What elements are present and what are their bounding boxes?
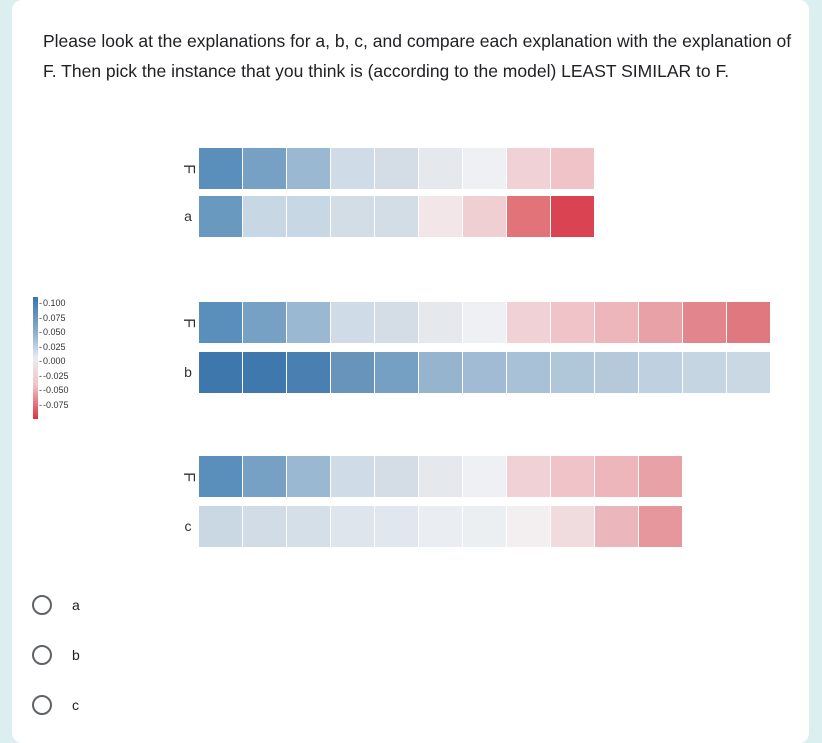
heatmap-cell <box>331 456 374 497</box>
heatmap-cell <box>243 456 286 497</box>
radio-button[interactable] <box>32 695 52 715</box>
heatmap-cell <box>375 456 418 497</box>
heatmap-cell <box>199 302 242 343</box>
heatmap-cell <box>375 506 418 547</box>
heatmap-cell <box>287 196 330 237</box>
heatmap-cell <box>551 196 594 237</box>
heatmap-row-label: F <box>180 318 197 328</box>
heatmap-cell <box>331 352 374 393</box>
colorbar-ticks: 0.1000.0750.0500.0250.000-0.025-0.050-0.… <box>39 296 69 412</box>
heatmap-cell <box>243 148 286 189</box>
heatmap-row <box>199 196 595 237</box>
heatmap-cell <box>331 148 374 189</box>
heatmap-cell <box>595 506 638 547</box>
heatmap-cell <box>639 506 682 547</box>
colorbar-tick: -0.050 <box>39 383 69 398</box>
heatmap-cell <box>639 302 682 343</box>
heatmap-cell <box>243 302 286 343</box>
heatmap-cell <box>287 302 330 343</box>
heatmap-cell <box>507 302 550 343</box>
heatmap-cell <box>727 302 770 343</box>
heatmap-cell <box>595 456 638 497</box>
heatmap-cell <box>727 352 770 393</box>
heatmap-cell <box>463 456 506 497</box>
heatmap-cell <box>639 456 682 497</box>
heatmap-cell <box>507 196 550 237</box>
heatmap-cell <box>419 302 462 343</box>
heatmap-cell <box>419 196 462 237</box>
heatmap-cell <box>595 302 638 343</box>
heatmap-row <box>199 506 683 547</box>
colorbar-tick: -0.025 <box>39 369 69 384</box>
heatmap-cell <box>639 352 682 393</box>
radio-button[interactable] <box>32 645 52 665</box>
heatmap-cell <box>595 352 638 393</box>
option-label: c <box>72 697 79 713</box>
heatmap-cell <box>199 352 242 393</box>
heatmap-cell <box>287 352 330 393</box>
heatmap-cell <box>551 352 594 393</box>
heatmap-row-label: b <box>184 364 192 380</box>
heatmap-row-label: F <box>180 472 197 482</box>
option-a[interactable]: a <box>32 580 80 630</box>
heatmap-cell <box>375 352 418 393</box>
heatmap-row <box>199 352 771 393</box>
heatmap-cell <box>419 352 462 393</box>
colorbar-tick: 0.100 <box>39 296 69 311</box>
colorbar-tick: -0.075 <box>39 398 69 413</box>
heatmap-cell <box>507 456 550 497</box>
heatmap-cell <box>463 302 506 343</box>
option-label: b <box>72 647 80 663</box>
heatmap-cell <box>551 506 594 547</box>
heatmap-cell <box>199 506 242 547</box>
heatmap-cell <box>507 352 550 393</box>
heatmap-row-label: c <box>184 518 192 534</box>
heatmap-cell <box>419 456 462 497</box>
option-c[interactable]: c <box>32 680 80 730</box>
heatmap-cell <box>331 196 374 237</box>
heatmap-cell <box>551 302 594 343</box>
radio-button[interactable] <box>32 595 52 615</box>
heatmap-row-label: a <box>184 208 192 224</box>
option-b[interactable]: b <box>32 630 80 680</box>
colorbar-tick: 0.050 <box>39 325 69 340</box>
heatmap-cell <box>683 352 726 393</box>
heatmap-cell <box>199 456 242 497</box>
heatmap-cell <box>419 506 462 547</box>
heatmap-cell <box>375 148 418 189</box>
heatmap-cell <box>331 506 374 547</box>
heatmap-cell <box>507 148 550 189</box>
heatmap-row <box>199 302 771 343</box>
heatmap-cell <box>463 148 506 189</box>
heatmap-cell <box>463 196 506 237</box>
answer-options: a b c <box>32 580 80 730</box>
heatmap-cell <box>199 196 242 237</box>
heatmap-cell <box>287 456 330 497</box>
option-label: a <box>72 597 80 613</box>
heatmap-cell <box>683 302 726 343</box>
heatmap-cell <box>507 506 550 547</box>
question-text: Please look at the explanations for a, b… <box>43 31 792 81</box>
heatmap-cell <box>419 148 462 189</box>
heatmap-cell <box>287 506 330 547</box>
heatmap-cell <box>243 352 286 393</box>
heatmap-cell <box>243 506 286 547</box>
heatmap-cell <box>463 352 506 393</box>
heatmap-cell <box>375 196 418 237</box>
heatmap-cell <box>375 302 418 343</box>
heatmap-cell <box>331 302 374 343</box>
heatmap-cell <box>243 196 286 237</box>
colorbar-tick: 0.025 <box>39 340 69 355</box>
heatmap-cell <box>551 148 594 189</box>
colorbar-tick: 0.000 <box>39 354 69 369</box>
colorbar <box>33 297 38 419</box>
heatmap-row-label: F <box>180 164 197 174</box>
colorbar-tick: 0.075 <box>39 311 69 326</box>
heatmap-row <box>199 456 683 497</box>
heatmap-cell <box>199 148 242 189</box>
heatmap-cell <box>287 148 330 189</box>
heatmap-row <box>199 148 595 189</box>
heatmap-cell <box>551 456 594 497</box>
heatmap-cell <box>463 506 506 547</box>
